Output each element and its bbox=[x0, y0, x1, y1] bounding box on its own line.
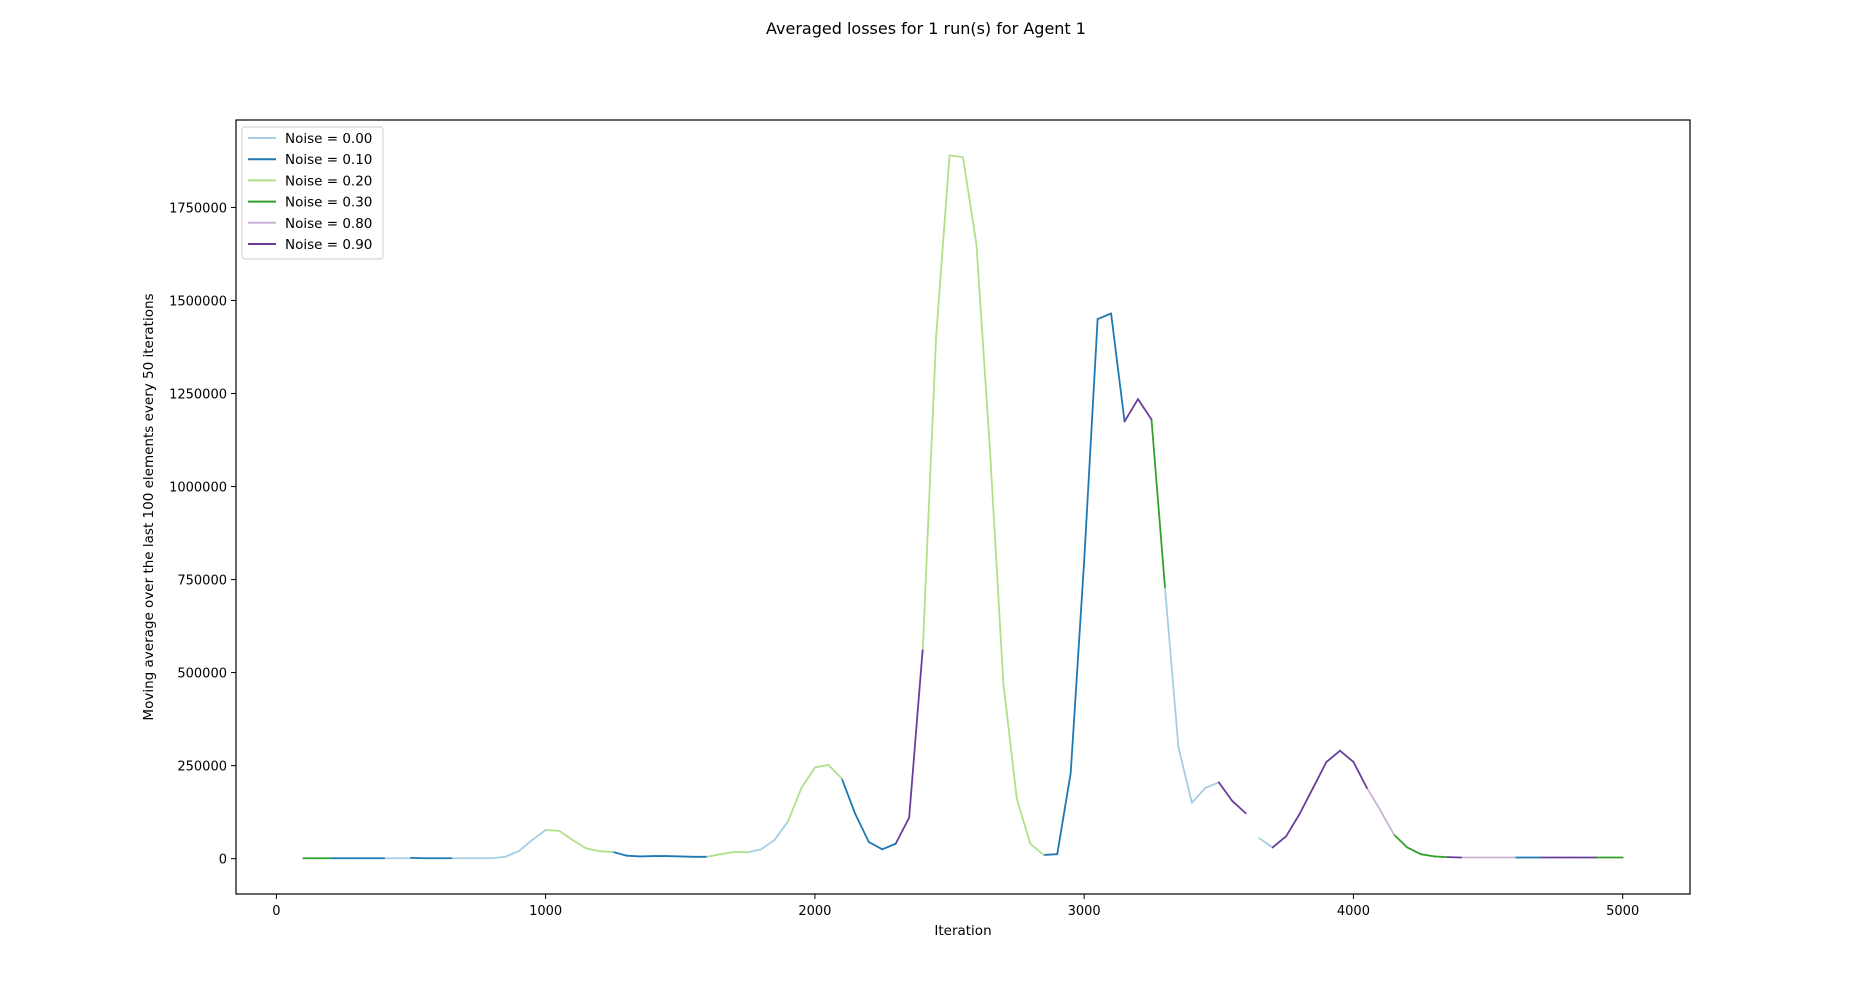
series-2-segment bbox=[921, 336, 937, 655]
series-1-segment bbox=[1042, 853, 1059, 856]
series-2-segment bbox=[719, 851, 736, 856]
series-3-segment bbox=[1406, 846, 1422, 856]
series-0-segment bbox=[531, 829, 547, 841]
series-5-segment bbox=[1137, 398, 1153, 421]
y-tick-label: 1250000 bbox=[169, 388, 227, 403]
series-1-segment bbox=[1056, 772, 1072, 856]
series-5-segment bbox=[1339, 749, 1355, 763]
y-tick-label: 1750000 bbox=[169, 201, 227, 216]
series-3-segment bbox=[1392, 833, 1409, 849]
series-5-segment bbox=[1231, 800, 1247, 815]
series-1-segment bbox=[612, 851, 628, 857]
y-axis: 0 250000 500000 750000 1000000 1250000 1500000… bbox=[169, 201, 236, 868]
series-2-segment bbox=[1029, 842, 1045, 856]
series-0-segment bbox=[504, 850, 520, 858]
series-0-segment bbox=[746, 848, 762, 854]
series-4-segment bbox=[1379, 809, 1395, 836]
x-tick-label: 1000 bbox=[529, 904, 562, 919]
series-1-segment bbox=[1110, 312, 1126, 423]
series-2-segment bbox=[827, 763, 843, 780]
y-tick-label: 1500000 bbox=[169, 294, 227, 309]
series-5-segment bbox=[1217, 781, 1234, 802]
series-5-segment bbox=[1298, 787, 1314, 815]
series-2-segment bbox=[989, 448, 1005, 685]
series-1-segment bbox=[840, 777, 857, 815]
x-axis-label: Iteration bbox=[934, 923, 991, 939]
series-0-segment bbox=[517, 839, 534, 853]
series-1-segment bbox=[1096, 312, 1112, 320]
series-0-segment bbox=[1190, 787, 1207, 804]
series-0-segment bbox=[1204, 781, 1220, 789]
y-axis-label: Moving average over the last 100 element… bbox=[141, 293, 157, 720]
series-0-segment bbox=[760, 839, 776, 851]
x-tick-label: 4000 bbox=[1337, 904, 1370, 919]
series-2-segment bbox=[571, 839, 587, 850]
series-2-segment bbox=[1002, 682, 1018, 801]
y-tick-label: 750000 bbox=[177, 574, 227, 589]
series-3-segment bbox=[1419, 853, 1436, 858]
y-tick-label: 250000 bbox=[177, 760, 227, 775]
series-5-segment bbox=[1285, 813, 1301, 838]
series-0-segment bbox=[1164, 586, 1180, 748]
series-3-segment bbox=[1150, 418, 1166, 588]
chart-title: Averaged losses for 1 run(s) for Agent 1 bbox=[766, 19, 1086, 38]
series-2-segment bbox=[787, 787, 803, 823]
series-2-segment bbox=[962, 156, 978, 246]
series-2-segment bbox=[706, 853, 722, 858]
series-5-segment bbox=[908, 649, 924, 819]
plot-area bbox=[235, 119, 1691, 895]
legend: Noise = 0.00 Noise = 0.10 Noise = 0.20 Nois… bbox=[241, 126, 384, 260]
series-5-segment bbox=[1325, 749, 1341, 763]
x-tick-label: 0 bbox=[272, 904, 280, 919]
series-2-segment bbox=[814, 763, 830, 769]
y-tick-label: 1000000 bbox=[169, 481, 227, 496]
series-0-segment bbox=[1258, 837, 1274, 849]
series-1-segment bbox=[881, 842, 897, 851]
series-5-segment bbox=[1123, 398, 1139, 423]
series-2-segment bbox=[558, 829, 574, 841]
series-3-segment bbox=[1433, 855, 1449, 859]
legend-entry: Noise = 0.90 bbox=[285, 237, 372, 253]
series-2-segment bbox=[975, 243, 991, 451]
series-2-segment bbox=[948, 154, 964, 159]
x-tick-label: 3000 bbox=[1068, 904, 1101, 919]
series-1-segment bbox=[867, 841, 884, 851]
series-2-segment bbox=[585, 847, 601, 853]
series-1-segment bbox=[1069, 560, 1086, 774]
legend-entry: Noise = 0.80 bbox=[285, 216, 372, 232]
legend-entry: Noise = 0.30 bbox=[285, 195, 372, 211]
legend-frame bbox=[241, 126, 384, 260]
series-0-segment bbox=[1177, 746, 1193, 804]
series-5-segment bbox=[1271, 835, 1288, 849]
series-0-segment bbox=[773, 820, 789, 841]
series-1-segment bbox=[1083, 318, 1099, 562]
series-5-segment bbox=[1352, 760, 1368, 789]
legend-entry: Noise = 0.00 bbox=[285, 131, 372, 147]
series-1-segment bbox=[625, 854, 641, 858]
series-2-segment bbox=[1015, 798, 1032, 845]
series-2-segment bbox=[598, 850, 614, 853]
y-tick-label: 500000 bbox=[177, 667, 227, 682]
series-2-segment bbox=[544, 829, 561, 832]
series-2-segment bbox=[935, 154, 951, 339]
y-tick-label: 0 bbox=[219, 853, 227, 868]
x-axis: 0 1000 2000 3000 4000 5000 bbox=[272, 894, 1639, 919]
legend-entry: Noise = 0.20 bbox=[285, 173, 372, 189]
x-tick-label: 5000 bbox=[1606, 904, 1639, 919]
series-5-segment bbox=[1312, 760, 1328, 789]
legend-entry: Noise = 0.10 bbox=[285, 152, 372, 168]
series-2-segment bbox=[800, 766, 816, 789]
x-tick-label: 2000 bbox=[798, 904, 831, 919]
series-4-segment bbox=[1365, 787, 1382, 812]
series-5-segment bbox=[894, 816, 911, 845]
series-1-segment bbox=[854, 813, 870, 843]
series-0-segment bbox=[490, 855, 507, 860]
series-layer bbox=[302, 154, 1624, 860]
